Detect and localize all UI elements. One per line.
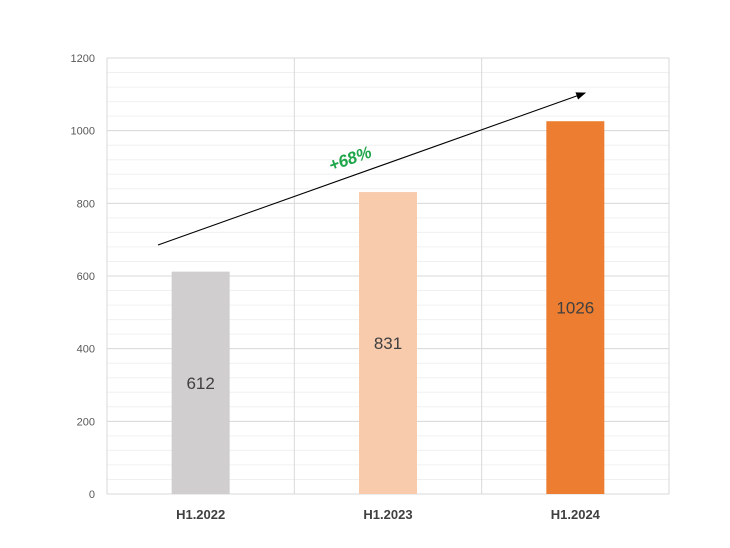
y-tick-label: 400 xyxy=(77,344,95,356)
data-labels: 612 831 1026 xyxy=(186,299,594,393)
y-tick-label: 200 xyxy=(77,416,95,428)
y-tick-label: 600 xyxy=(77,271,95,283)
y-tick-label: 1200 xyxy=(71,53,95,65)
bars xyxy=(171,121,605,494)
x-tick-label: H1.2023 xyxy=(363,507,412,522)
x-tick-label: H1.2022 xyxy=(176,507,225,522)
bar-h1-2023 xyxy=(359,192,417,494)
x-tick-label: H1.2024 xyxy=(551,507,601,522)
trend-arrow xyxy=(157,92,587,246)
axes: 0 200 400 600 800 1000 1200 H1.2022 H1.2023 H1.20… xyxy=(71,53,601,522)
bar-h1-2024 xyxy=(546,121,605,494)
data-label: 1026 xyxy=(556,299,594,318)
data-label: 612 xyxy=(186,374,214,393)
y-tick-label: 0 xyxy=(89,489,95,501)
y-tick-label: 1000 xyxy=(71,126,95,138)
data-label: 831 xyxy=(374,334,402,353)
y-tick-label: 800 xyxy=(77,198,95,210)
bar-h1-2022 xyxy=(171,271,230,494)
